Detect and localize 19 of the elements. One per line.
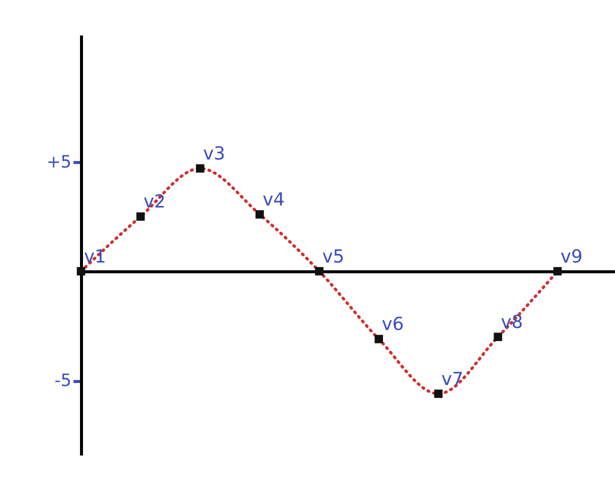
data-label: v3	[203, 143, 226, 164]
point	[256, 210, 264, 219]
data-label: v8	[500, 312, 524, 333]
data-label: v4	[262, 189, 285, 210]
point	[196, 164, 204, 173]
point	[494, 332, 502, 342]
point	[553, 267, 562, 276]
point	[434, 390, 443, 398]
point	[315, 267, 324, 276]
y-tick-label: +5	[46, 152, 72, 172]
point	[76, 267, 86, 276]
point	[136, 212, 145, 221]
data-label: v5	[322, 246, 344, 268]
y-tick-label: -5	[54, 371, 72, 392]
data-label: v6	[382, 314, 404, 336]
point	[374, 334, 384, 344]
data-label: v9	[560, 246, 583, 268]
data-label: v7	[441, 368, 464, 390]
data-label: v2	[144, 192, 166, 213]
